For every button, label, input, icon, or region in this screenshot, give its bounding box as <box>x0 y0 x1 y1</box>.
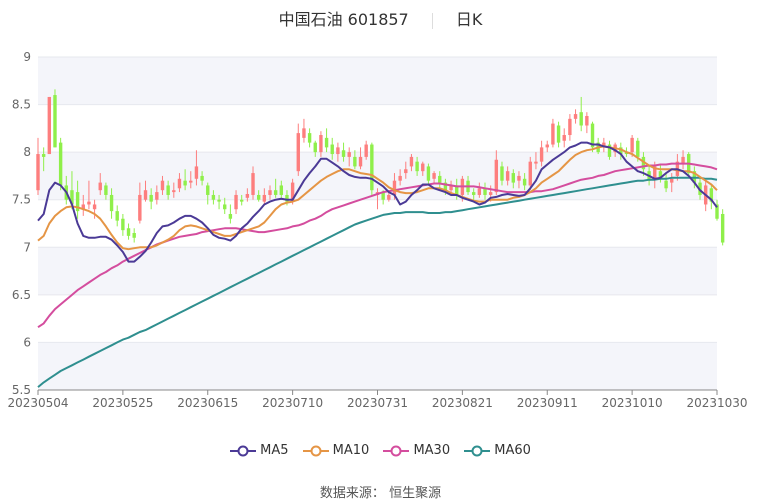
x-axis: 20230504 20230525 20230615 20230710 20230731… <box>7 389 748 410</box>
ma30-legend-icon <box>383 445 410 456</box>
y-tick-label: 5.5 <box>12 383 31 397</box>
y-tick-label: 9 <box>23 50 31 64</box>
source-provider: 恒生聚源 <box>389 486 442 501</box>
y-tick-label: 6.5 <box>12 288 31 302</box>
y-tick-label: 8.5 <box>12 98 31 112</box>
y-tick-label: 7.5 <box>12 193 31 207</box>
ma5-line <box>37 141 718 263</box>
legend-item-ma30[interactable]: MA30 <box>383 443 450 458</box>
legend-label: MA30 <box>413 443 451 458</box>
x-tick-label: 20230710 <box>262 396 323 410</box>
ma-lines <box>37 141 718 388</box>
legend-item-ma5[interactable]: MA5 <box>230 443 289 458</box>
legend-label: MA5 <box>260 443 289 458</box>
y-tick-label: 6 <box>23 335 31 349</box>
title-divider <box>431 12 433 29</box>
ma60-line <box>37 176 718 388</box>
x-tick-label: 20230731 <box>347 396 408 410</box>
x-tick-label: 20231030 <box>686 396 747 410</box>
y-tick-label: 8 <box>23 145 31 159</box>
x-tick-label: 20230911 <box>517 396 578 410</box>
ma10-legend-icon <box>302 445 329 456</box>
x-tick-label: 20230504 <box>7 396 68 410</box>
data-source: 数据来源： 恒生聚源 <box>0 482 761 501</box>
chart-title: 中国石油 601857 日K <box>0 6 761 30</box>
candles <box>36 89 725 246</box>
x-tick-label: 20230615 <box>177 396 238 410</box>
legend-item-ma60[interactable]: MA60 <box>464 443 531 458</box>
period-label: 日K <box>455 10 483 29</box>
legend: MA5 MA10 MA30 MA60 <box>0 443 761 461</box>
ma60-legend-icon <box>464 445 491 456</box>
stock-name: 中国石油 601857 <box>278 10 409 29</box>
x-tick-label: 20230821 <box>432 396 493 410</box>
legend-item-ma10[interactable]: MA10 <box>302 443 370 458</box>
source-label: 数据来源： <box>319 486 385 501</box>
y-tick-label: 7 <box>23 240 31 254</box>
x-tick-label: 20230525 <box>92 396 153 410</box>
grid-bands <box>38 57 717 390</box>
legend-label: MA60 <box>494 443 531 458</box>
legend-label: MA10 <box>332 443 370 458</box>
x-tick-label: 20231010 <box>602 396 663 410</box>
y-axis: 5.5 6 6.5 7 7.5 8 8.5 9 <box>12 50 31 397</box>
candlestick-chart: 5.5 6 6.5 7 7.5 8 8.5 9 20230504 20230525 2023061… <box>7 50 748 410</box>
ma5-legend-icon <box>230 445 257 456</box>
